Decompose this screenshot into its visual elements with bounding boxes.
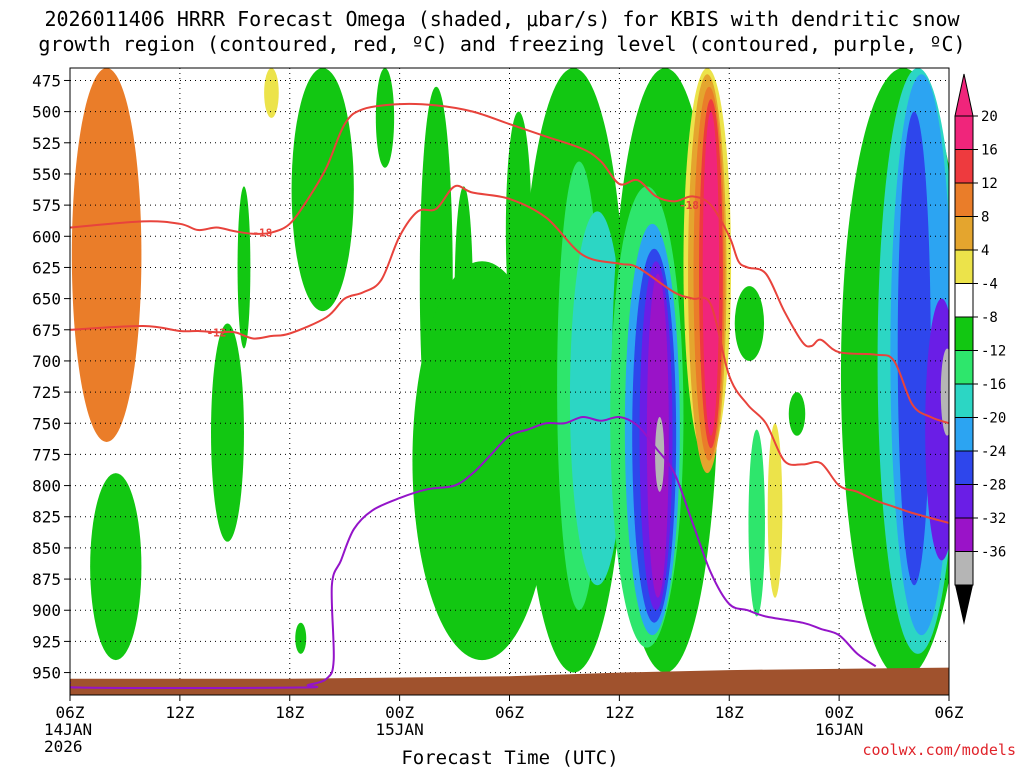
omega-region-4 [211,323,244,542]
y-tick-label-575: 575 [32,196,61,215]
y-tick-label-675: 675 [32,321,61,340]
x-tick-label-8-0: 06Z [935,703,964,722]
omega-region-27 [702,111,720,436]
y-tick-label-750: 750 [32,414,61,433]
x-tick-label-7-1: 16JAN [815,720,863,739]
dgz-contour-line-1 [70,102,949,425]
omega-region-28 [734,286,765,361]
omega-region-30 [767,423,783,598]
x-tick-label-7-0: 00Z [825,703,854,722]
colorbar-bin-9 [954,417,974,452]
colorbar-bin-8 [954,383,974,418]
y-tick-label-600: 600 [32,227,61,246]
y-tick-label-475: 475 [32,71,61,90]
x-tick-label-3-0: 00Z [385,703,414,722]
omega-region-6 [295,622,307,654]
colorbar-bin-13 [954,551,974,586]
x-tick-label-0-0: 06Z [56,703,85,722]
y-tick-label-850: 850 [32,539,61,558]
omega-region-15 [569,211,625,586]
colorbar-bin-11 [954,484,974,519]
colorbar-bin-6 [954,316,974,351]
omega-region-7 [291,68,354,312]
dgz-contour-label-2: -12 [207,326,227,339]
y-tick-label-625: 625 [32,258,61,277]
colorbar-label-9: -20 [981,411,1006,427]
omega-region-5 [237,186,251,349]
colorbar-bin-12 [954,517,974,552]
dgz-contour-label-1: -18 [252,227,272,240]
omega-region-1 [71,68,142,442]
omega-region-31 [788,392,806,436]
colorbar-label-10: -24 [981,444,1006,460]
y-tick-label-500: 500 [32,103,61,122]
colorbar-label-8: -16 [981,377,1006,393]
x-tick-label-3-1: 15JAN [376,720,424,739]
colorbar-top-arrow [954,73,974,117]
colorbar-label-0: 20 [981,109,998,125]
x-tick-label-4-0: 06Z [495,703,524,722]
dgz-contour-line-2 [70,184,949,524]
y-tick-label-900: 900 [32,601,61,620]
contour-lines: -18 -12 -18 [70,102,949,689]
y-tick-label-825: 825 [32,508,61,527]
colorbar-label-12: -32 [981,511,1006,527]
colorbar-label-7: -12 [981,344,1006,360]
colorbar-label-13: -36 [981,545,1006,561]
y-tick-label-650: 650 [32,290,61,309]
colorbar-label-3: 8 [981,210,989,226]
colorbar-label-6: -8 [981,310,998,326]
x-tick-label-5-0: 12Z [605,703,634,722]
y-tick-label-525: 525 [32,134,61,153]
y-tick-label-725: 725 [32,383,61,402]
colorbar: 20 16 12 8 4 -4 -8 -12 -16 -20 -24 -28 -32 -36 [954,73,1006,625]
omega-region-35 [897,111,931,586]
omega-region-22 [655,417,665,492]
x-tick-label-0-2: 2026 [44,737,83,756]
y-tick-label-700: 700 [32,352,61,371]
y-tick-label-950: 950 [32,664,61,683]
colorbar-bottom-arrow [955,585,973,625]
x-tick-label-2-0: 18Z [275,703,304,722]
colorbar-bin-0 [954,115,974,150]
colorbar-bin-10 [954,450,974,485]
colorbar-bin-2 [954,182,974,217]
colorbar-label-1: 16 [981,143,998,159]
chart-title-line2: growth region (contoured, red, ºC) and f… [38,32,965,56]
omega-region-12 [412,261,552,661]
colorbar-label-2: 12 [981,176,998,192]
colorbar-label-5: -4 [981,277,998,293]
x-tick-label-6-0: 18Z [715,703,744,722]
omega-region-2 [264,68,279,118]
omega-shading [71,68,949,679]
omega-region-37 [940,348,949,436]
chart-title-line1: 2026011406 HRRR Forecast Omega (shaded, … [44,7,960,31]
colorbar-bin-5 [954,283,974,318]
omega-region-3 [90,473,142,661]
colorbar-bin-4 [954,249,974,284]
colorbar-label-11: -28 [981,478,1006,494]
colorbar-label-4: 4 [981,243,989,259]
colorbar-bin-1 [954,149,974,184]
omega-region-29 [748,429,765,617]
y-tick-label-800: 800 [32,477,61,496]
colorbar-bin-7 [954,350,974,385]
y-tick-label-550: 550 [32,165,61,184]
x-tick-label-0-1: 14JAN [44,720,92,739]
dgz-contour-label-repeat: -18 [679,199,699,212]
freezing-level-line [70,415,877,689]
x-tick-label-1-0: 12Z [165,703,194,722]
colorbar-bin-3 [954,216,974,251]
y-tick-label-875: 875 [32,570,61,589]
y-axis: 475 500 525 550 575 600 625 650 675 700 725 750 775 8… [32,71,70,683]
y-tick-label-925: 925 [32,632,61,651]
y-tick-label-775: 775 [32,445,61,464]
credit-text: coolwx.com/models [862,741,1016,759]
omega-region-8 [375,68,395,168]
x-axis-label: Forecast Time (UTC) [401,747,618,768]
